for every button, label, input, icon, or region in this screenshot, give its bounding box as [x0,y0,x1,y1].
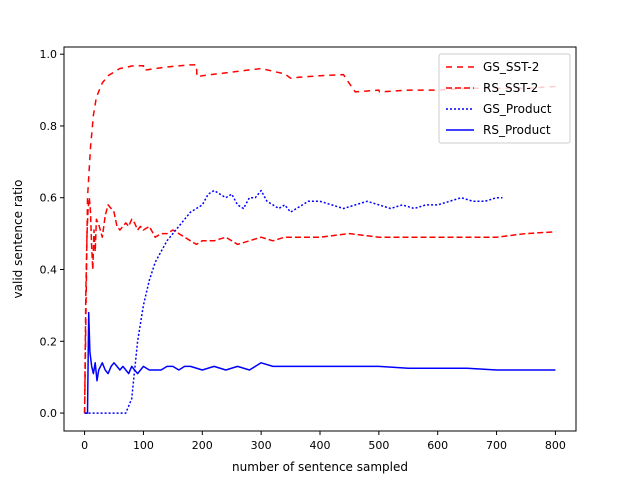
legend: GS_SST-2 RS_SST-2 GS_Product RS_Product [438,53,571,144]
x-tick-label: 400 [310,439,331,452]
series-layer [83,64,556,414]
series-line-gs-sst-2 [83,64,556,414]
y-tick-label: 0.4 [40,264,58,277]
x-tick-label: 500 [368,439,389,452]
x-tick-label: 600 [427,439,448,452]
x-tick-label: 0 [81,439,88,452]
y-tick-label: 0.2 [40,335,58,348]
x-tick-label: 300 [251,439,272,452]
legend-frame [438,53,571,144]
x-tick-label: 700 [486,439,507,452]
x-tick-label: 800 [545,439,566,452]
legend-label: GS_Product [483,102,552,116]
y-tick-label: 0.8 [40,120,58,133]
y-tick-label: 0.6 [40,192,58,205]
y-tick-label: 0.0 [40,407,58,420]
ticks-layer: 0 100 200 300 400 500 600 700 800 0.0 0.2 0.4 0.6 0.8… [40,48,566,452]
x-tick-label: 200 [192,439,213,452]
series-line-rs-sst-2 [83,196,556,414]
legend-label: RS_SST-2 [483,81,538,95]
series-line-rs-product [84,311,556,414]
x-axis-label: number of sentence sampled [232,460,408,474]
y-tick-label: 1.0 [40,48,58,61]
y-axis-label: valid sentence ratio [11,180,25,299]
x-tick-label: 100 [133,439,154,452]
legend-label: GS_SST-2 [483,60,539,74]
series-line-gs-product [84,189,503,414]
legend-label: RS_Product [483,123,551,137]
